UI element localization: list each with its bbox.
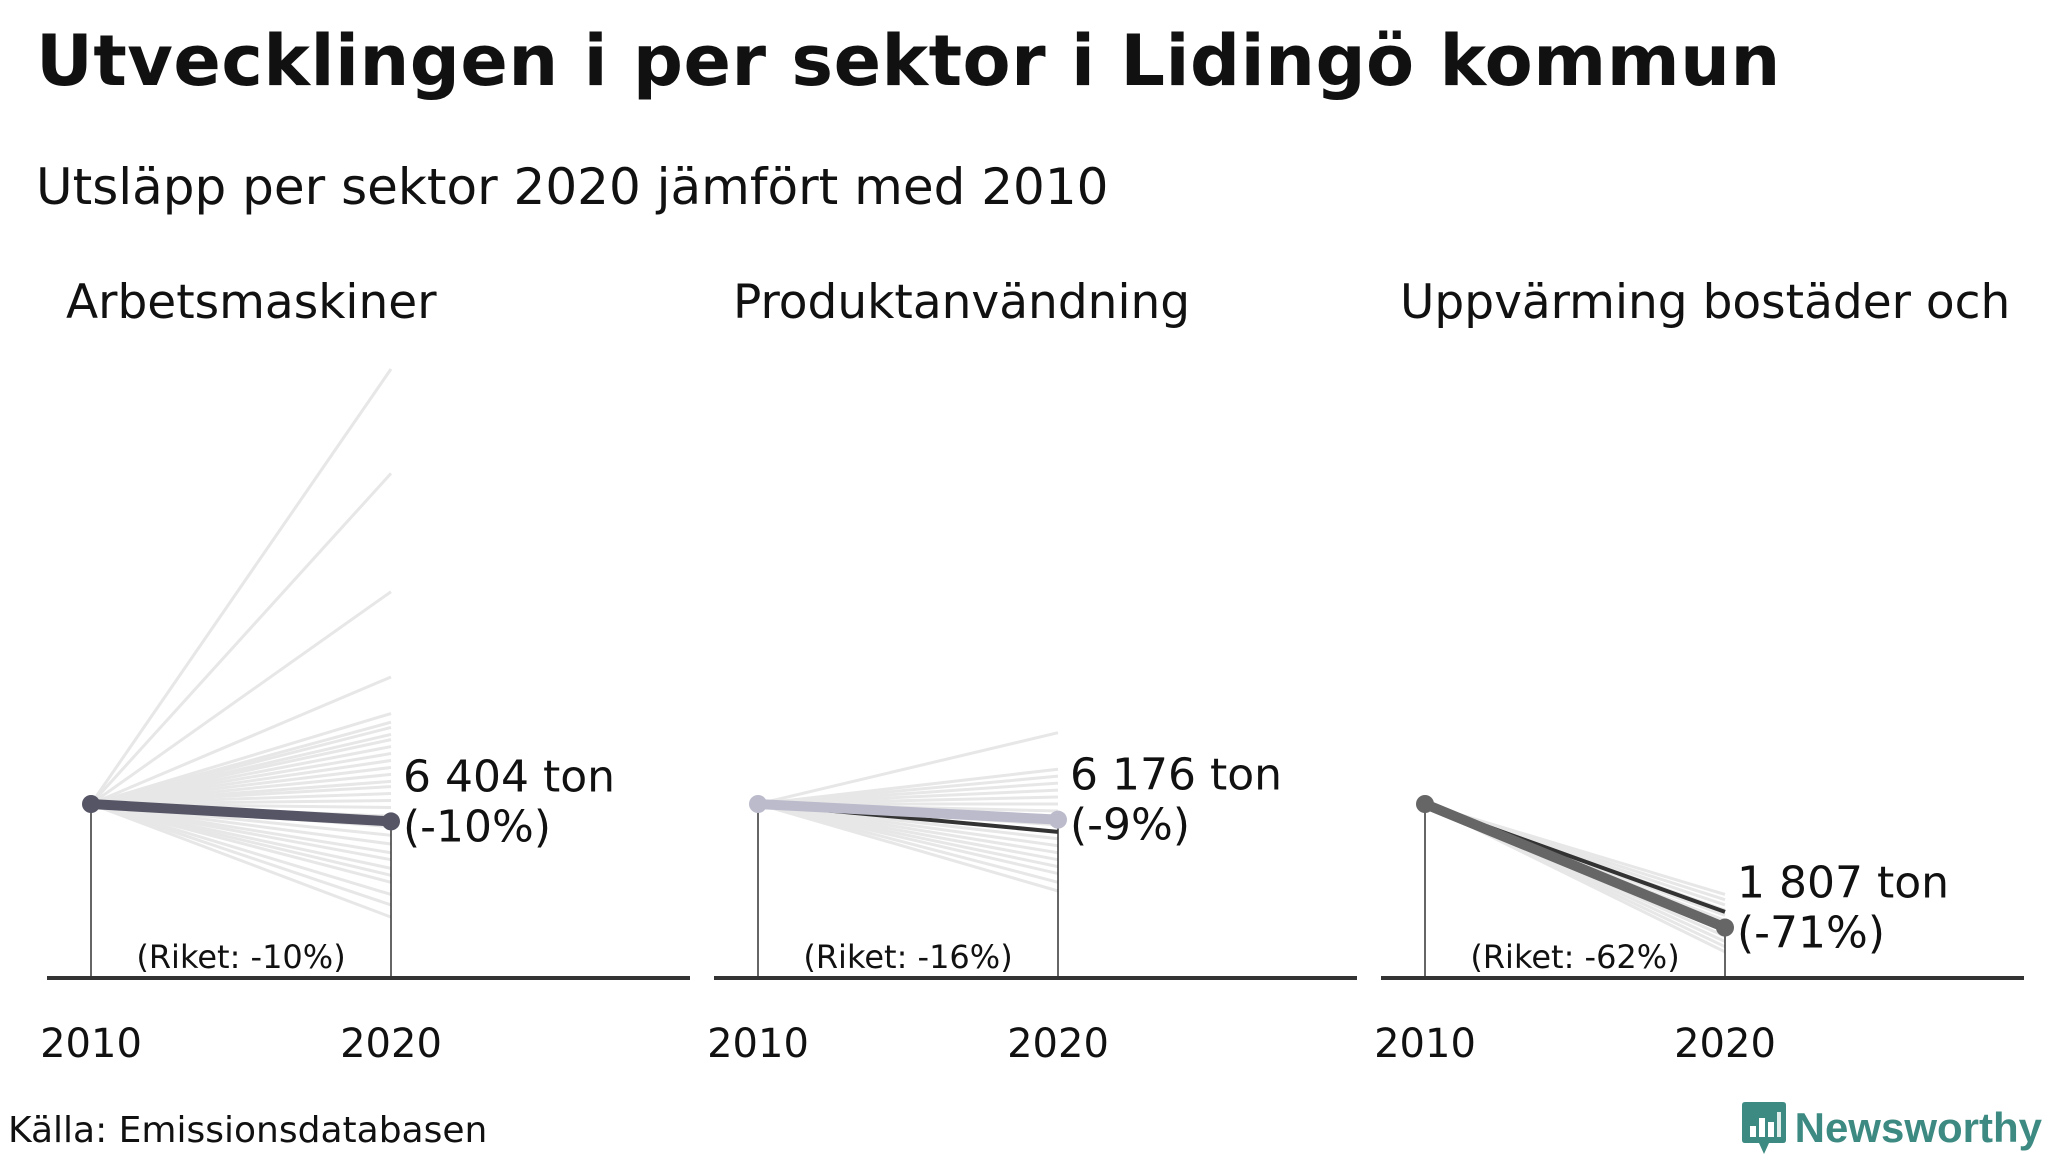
x-tick-label: 2020 (1007, 1021, 1109, 1067)
riket-label: (Riket: -62%) (1470, 938, 1679, 976)
change-label: (-71%) (1737, 908, 1885, 959)
comparison-line (757, 802, 1059, 893)
comparison-lines (89, 368, 393, 919)
chart-subtitle: Utsläpp per sektor 2020 jämfört med 2010 (36, 158, 1109, 216)
x-tick-label: 2020 (340, 1021, 442, 1067)
value-label: 6 176 ton (1070, 750, 1282, 801)
municipality-line (1420, 799, 1730, 933)
value-label: 1 807 ton (1737, 858, 1949, 909)
municipality-line (753, 799, 1063, 825)
comparison-line (90, 802, 392, 884)
point-2010 (749, 795, 767, 813)
chart-title: Utvecklingen i per sektor i Lidingö komm… (36, 20, 1781, 102)
comparison-line (90, 590, 392, 806)
x-tick-label: 2010 (707, 1021, 809, 1067)
x-tick-label: 2020 (1674, 1021, 1776, 1067)
point-2020 (1716, 918, 1734, 937)
small-multiples-chart: Arbetsmaskiner 6 404 ton(-10%) (Riket: -10… (40, 275, 2024, 1067)
newsworthy-logo: Newsworthy (1741, 1100, 2042, 1156)
comparison-line (89, 368, 393, 805)
comparison-line (90, 802, 392, 896)
change-label: (-9%) (1070, 800, 1190, 851)
point-2010 (82, 795, 100, 813)
panel-title: Uppvärming bostäder och (1400, 275, 2010, 330)
panel-title: Produktanvändning (733, 275, 1190, 330)
value-label: 6 404 ton (403, 751, 615, 802)
source-note: Källa: Emissionsdatabasen (8, 1110, 488, 1151)
point-2020 (382, 812, 400, 831)
panel-2: Produktanvändning 6 176 ton(-9%) (Riket: -… (707, 275, 1357, 1067)
panel-3: Uppvärming bostäder och 1 807 ton(-71%) (R… (1374, 275, 2024, 1067)
comparison-line (89, 472, 393, 806)
change-label: (-10%) (403, 801, 551, 852)
point-2010 (1416, 795, 1434, 813)
panel-title: Arbetsmaskiner (66, 275, 437, 330)
point-2020 (1049, 810, 1067, 829)
logo-text: Newsworthy (1794, 1104, 2042, 1151)
comparison-line (90, 675, 392, 806)
bar-chart-badge-icon (1741, 1102, 1786, 1154)
panel-1: Arbetsmaskiner 6 404 ton(-10%) (Riket: -10… (40, 275, 690, 1067)
municipality-line (86, 799, 396, 827)
riket-label: (Riket: -16%) (803, 938, 1012, 976)
x-tick-label: 2010 (1374, 1021, 1476, 1067)
comparison-line (757, 731, 1059, 806)
x-tick-label: 2010 (40, 1021, 142, 1067)
comparison-line (90, 802, 392, 919)
riket-label: (Riket: -10%) (136, 938, 345, 976)
comparison-line (90, 802, 392, 907)
